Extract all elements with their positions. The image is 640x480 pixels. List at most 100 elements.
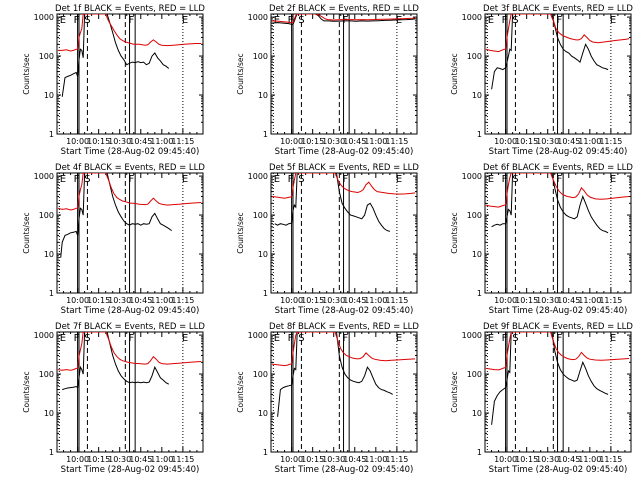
x-tick-label: 11:15 — [599, 296, 622, 305]
y-axis-label: Counts/sec — [236, 371, 245, 412]
interval-marker-letter: E — [60, 333, 66, 344]
detector-panel-3: Det 3f BLACK = Events, RED = LLD 1 10 100 10… — [450, 4, 633, 157]
y-tick-label: 100 — [253, 211, 268, 220]
x-tick-label: 11:00 — [364, 137, 387, 146]
y-axis-label: Counts/sec — [236, 212, 245, 253]
x-tick-label: 11:15 — [385, 455, 408, 464]
x-tick-label: 10:30 — [536, 296, 559, 305]
interval-marker-letter: E — [610, 174, 616, 185]
x-tick-label: 10:15 — [87, 455, 110, 464]
lld-rate-series-line — [57, 332, 202, 371]
y-tick-label: 1000 — [248, 172, 268, 181]
detector-panel-1: Det 1f BLACK = Events, RED = LLD 1 10 100 10… — [22, 4, 205, 157]
y-tick-label: 1000 — [34, 172, 54, 181]
x-tick-label: 11:00 — [150, 296, 173, 305]
y-tick-label: 100 — [467, 211, 482, 220]
panel-title: Det 2f BLACK = Events, RED = LLD — [269, 4, 419, 14]
event-rate-series-line — [274, 173, 391, 232]
x-tick-label: 10:00 — [494, 296, 517, 305]
x-tick-label: 10:00 — [494, 455, 517, 464]
panel-title: Det 9f BLACK = Events, RED = LLD — [483, 322, 633, 332]
interval-marker-letter: S — [298, 333, 304, 344]
lld-rate-series-line — [271, 173, 416, 199]
y-tick-label: 10 — [44, 91, 54, 100]
interval-marker-letter: F — [74, 333, 80, 344]
interval-marker-letter: E — [182, 333, 188, 344]
x-tick-label: 10:45 — [129, 455, 152, 464]
interval-marker-letter: F — [342, 174, 348, 185]
x-tick-label: 11:15 — [599, 137, 622, 146]
event-rate-series-line — [62, 332, 170, 391]
y-tick-label: 10 — [472, 409, 482, 418]
lld-rate-series-line — [57, 173, 202, 211]
interval-marker-letter: F — [128, 333, 134, 344]
interval-marker-letter: E — [396, 333, 402, 344]
x-tick-label: 11:15 — [171, 137, 194, 146]
interval-marker-letter: S — [512, 15, 518, 26]
x-tick-label: 11:00 — [364, 296, 387, 305]
x-tick-label: 10:00 — [280, 296, 303, 305]
x-tick-label: 11:15 — [171, 296, 194, 305]
interval-marker-letter: E — [488, 174, 494, 185]
interval-marker-letter: F — [288, 333, 294, 344]
interval-marker-letter: F — [556, 333, 562, 344]
y-tick-label: 10 — [44, 250, 54, 259]
panel-title: Det 8f BLACK = Events, RED = LLD — [269, 322, 419, 332]
y-tick-label: 10 — [472, 91, 482, 100]
y-tick-label: 100 — [467, 52, 482, 61]
lld-rate-series-line — [485, 332, 630, 371]
x-tick-label: 10:15 — [301, 455, 324, 464]
x-tick-label: 10:00 — [280, 137, 303, 146]
y-axis-label: Counts/sec — [450, 212, 459, 253]
y-axis-label: Counts/sec — [22, 212, 31, 253]
interval-marker-letter: E — [274, 174, 280, 185]
interval-marker-letter: S — [512, 333, 518, 344]
y-tick-label: 1 — [477, 448, 482, 457]
event-rate-series-line — [60, 173, 172, 258]
detector-panel-5: Det 5f BLACK = Events, RED = LLD 1 10 100 10… — [236, 163, 419, 316]
event-rate-series-line — [491, 14, 609, 90]
y-tick-label: 1000 — [462, 331, 482, 340]
detector-panel-8: Det 8f BLACK = Events, RED = LLD 1 10 100 10… — [236, 322, 419, 475]
lld-rate-series-line — [271, 14, 416, 24]
interval-marker-letter: F — [502, 15, 508, 26]
x-tick-label: 10:15 — [301, 296, 324, 305]
interval-marker-letter: F — [342, 333, 348, 344]
x-tick-label: 10:30 — [108, 455, 131, 464]
x-axis-label: Start Time (28-Aug-02 09:45:40) — [61, 147, 200, 157]
y-tick-label: 1000 — [248, 331, 268, 340]
y-axis-label: Counts/sec — [22, 371, 31, 412]
panel-title: Det 4f BLACK = Events, RED = LLD — [55, 163, 205, 173]
y-tick-label: 1 — [49, 448, 54, 457]
interval-marker-letter: E — [274, 15, 280, 26]
y-axis-label: Counts/sec — [450, 371, 459, 412]
x-tick-label: 11:00 — [364, 455, 387, 464]
lld-rate-series-line — [57, 14, 202, 52]
interval-marker-letter: S — [84, 174, 90, 185]
y-tick-label: 100 — [39, 370, 54, 379]
x-tick-label: 10:30 — [536, 137, 559, 146]
interval-marker-letter: F — [128, 174, 134, 185]
y-tick-label: 1 — [263, 448, 268, 457]
interval-marker-letter: E — [396, 174, 402, 185]
interval-marker-letter: F — [502, 333, 508, 344]
interval-marker-letter: E — [610, 333, 616, 344]
x-tick-label: 10:30 — [322, 137, 345, 146]
interval-marker-letter: E — [274, 333, 280, 344]
interval-marker-letter: E — [610, 15, 616, 26]
x-tick-label: 11:00 — [578, 455, 601, 464]
interval-marker-letter: F — [128, 15, 134, 26]
y-tick-label: 10 — [258, 91, 268, 100]
interval-marker-letter: E — [396, 15, 402, 26]
x-tick-label: 11:15 — [385, 137, 408, 146]
panel-title: Det 5f BLACK = Events, RED = LLD — [269, 163, 419, 173]
interval-marker-letter: E — [182, 174, 188, 185]
x-tick-label: 11:00 — [150, 455, 173, 464]
y-tick-label: 1 — [477, 289, 482, 298]
detector-panel-4: Det 4f BLACK = Events, RED = LLD 1 10 100 10… — [22, 163, 205, 316]
x-tick-label: 11:15 — [171, 455, 194, 464]
x-axis-label: Start Time (28-Aug-02 09:45:40) — [61, 306, 200, 316]
detector-panel-9: Det 9f BLACK = Events, RED = LLD 1 10 100 10… — [450, 322, 633, 475]
interval-marker-letter: S — [298, 174, 304, 185]
